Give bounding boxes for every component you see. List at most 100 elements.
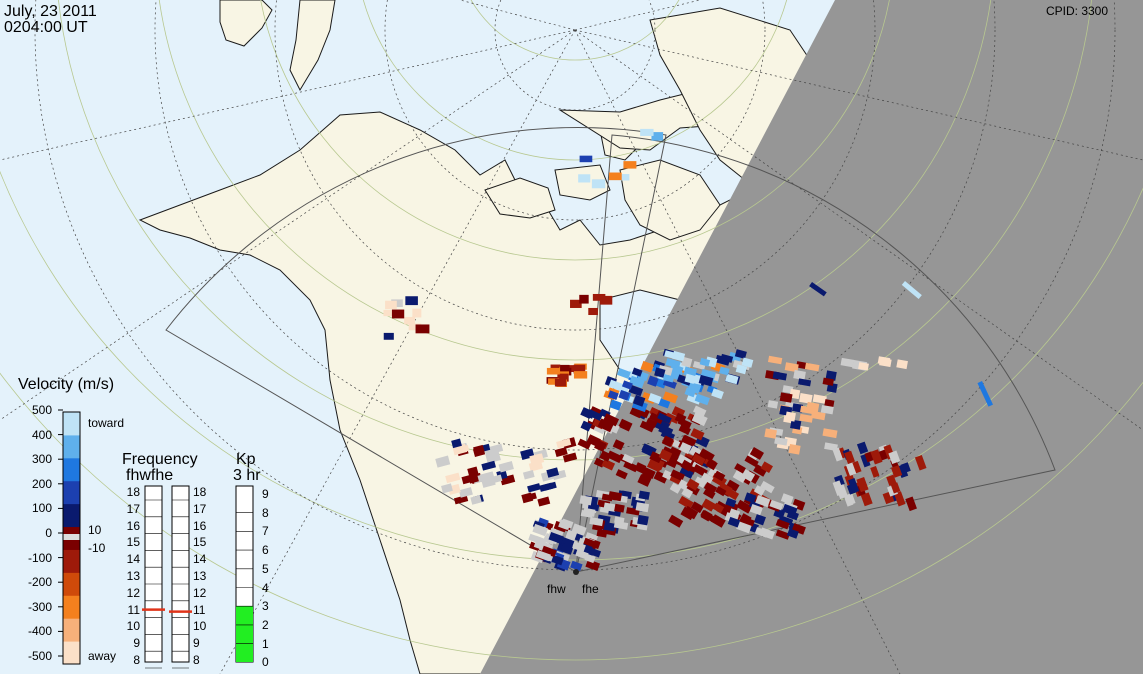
- scatter-cell: [798, 378, 812, 387]
- scatter-cell: [856, 441, 869, 455]
- velocity-tick-label: 0: [45, 526, 52, 540]
- scatter-cell: [560, 364, 570, 372]
- scatter-cell: [677, 417, 692, 429]
- scatter-cell: [870, 449, 883, 465]
- scatter-cell: [727, 516, 741, 528]
- scatter-cell: [640, 128, 654, 136]
- scatter-cell: [539, 482, 553, 492]
- frequency-scale-label: 13: [126, 569, 140, 583]
- velocity-colorbar-segment: [63, 595, 80, 619]
- scatter-cell: [532, 523, 549, 537]
- scatter-cell: [683, 505, 699, 520]
- velocity-tick-label: -100: [27, 550, 52, 565]
- scatter-cell: [614, 503, 625, 513]
- scatter-cell: [678, 441, 692, 455]
- frequency-scale-label: 17: [126, 501, 140, 516]
- scatter-cell: [914, 454, 927, 471]
- scatter-cell: [658, 398, 671, 409]
- scatter-cell: [618, 418, 633, 432]
- frequency-scale-label: 16: [193, 518, 207, 533]
- scatter-cell: [825, 370, 837, 381]
- scatter-cell: [554, 447, 568, 458]
- kp-scale-label: 6: [262, 543, 269, 558]
- scatter-cell: [713, 470, 726, 482]
- frequency-scale-label: 17: [193, 501, 207, 516]
- scatter-cell: [629, 405, 644, 419]
- scatter-cell: [905, 496, 917, 512]
- scatter-cell: [640, 473, 652, 483]
- scatter-cell: [579, 155, 593, 163]
- scatter-cell: [897, 464, 909, 479]
- frequency-scale-label: 11: [127, 602, 140, 617]
- frequency-scale-label: 14: [126, 552, 140, 567]
- scatter-cell: [712, 502, 725, 514]
- scatter-cell: [749, 503, 763, 516]
- scatter-cell: [753, 464, 768, 477]
- greenland-east-land: [289, 0, 336, 92]
- scatter-cell: [385, 300, 397, 310]
- scatter-cell: [726, 479, 740, 492]
- arctic-island-1: [484, 177, 556, 219]
- scatter-cell: [648, 393, 662, 405]
- scatter-cell: [560, 543, 574, 555]
- scatter-cell: [522, 492, 537, 502]
- scatter-cell: [901, 281, 922, 299]
- velocity-pos-threshold: 10: [88, 523, 102, 537]
- scatter-cell: [744, 492, 757, 504]
- scatter-cell: [634, 462, 647, 474]
- scatter-cell: [632, 394, 646, 407]
- scatter-cell: [694, 393, 710, 406]
- scatter-cell: [736, 499, 753, 514]
- scatter-cell: [665, 358, 681, 369]
- scatter-cell: [686, 478, 700, 491]
- scatter-cell: [718, 366, 730, 376]
- frequency-scale-label: 14: [193, 552, 207, 567]
- scatter-cell: [840, 357, 854, 368]
- scatter-cell: [896, 359, 908, 370]
- scatter-cell: [785, 411, 796, 422]
- scatter-cell: [489, 443, 504, 454]
- scatter-cell: [622, 453, 635, 465]
- scatter-cell: [699, 448, 715, 462]
- scatter-cell: [775, 529, 790, 540]
- scatter-cell: [606, 450, 623, 464]
- frequency-scale-label: 16: [126, 518, 140, 533]
- scatter-cell: [623, 161, 637, 169]
- velocity-tick-label: 200: [31, 476, 52, 491]
- scatter-cell: [848, 478, 860, 494]
- scatter-cell: [601, 458, 616, 471]
- kp-scale-label: 3: [262, 599, 269, 614]
- scatter-cell: [824, 399, 835, 408]
- scatter-cell: [573, 364, 586, 374]
- scatter-cell: [977, 381, 993, 407]
- scatter-cell: [609, 399, 622, 411]
- scatter-cell: [767, 400, 779, 409]
- scatter-cell: [472, 446, 486, 458]
- scatter-cell: [662, 374, 675, 383]
- kp-legend-title: Kp: [236, 451, 256, 468]
- velocity-toward-label: toward: [88, 416, 125, 430]
- scatter-cell: [527, 483, 541, 493]
- scatter-cell: [537, 496, 551, 507]
- scatter-cell: [755, 495, 771, 508]
- scatter-cell: [894, 491, 906, 507]
- scatter-cell: [648, 412, 664, 425]
- scatter-cell: [822, 377, 834, 386]
- scatter-cell: [739, 516, 755, 527]
- scatter-cell: [888, 450, 901, 465]
- scatter-cell: [710, 514, 726, 528]
- scatter-cell: [705, 458, 718, 471]
- scatter-cell: [572, 541, 586, 553]
- velocity-neg-threshold: -10: [88, 541, 106, 555]
- frequency-scale-label: 15: [193, 535, 207, 550]
- scatter-cell: [767, 355, 783, 365]
- velocity-legend: [58, 409, 81, 665]
- scatter-cell: [570, 299, 582, 308]
- scatter-cell: [820, 404, 834, 415]
- scatter-cell: [676, 374, 692, 386]
- scatter-cell: [541, 545, 557, 558]
- scatter-cell: [782, 503, 798, 516]
- scatter-cell: [546, 367, 560, 375]
- scatter-cell: [890, 465, 903, 478]
